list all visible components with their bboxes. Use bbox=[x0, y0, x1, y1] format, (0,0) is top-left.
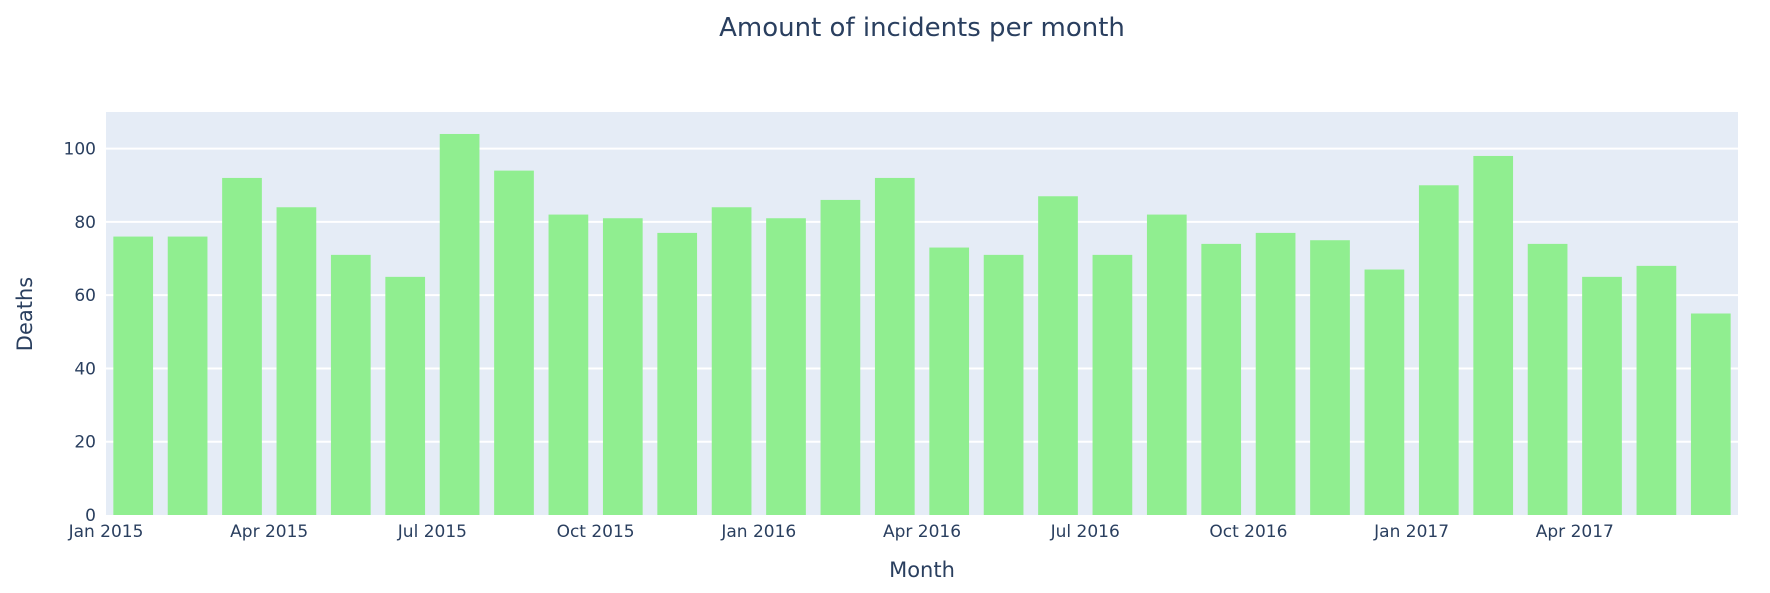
bar-2015-01 bbox=[113, 236, 154, 515]
bar-2016-05 bbox=[983, 254, 1024, 515]
bar-2016-04 bbox=[929, 247, 970, 515]
bar-2015-04 bbox=[276, 207, 317, 515]
bar-2017-04 bbox=[1582, 276, 1622, 515]
y-tick-label: 60 bbox=[74, 286, 96, 306]
x-tick-label: Jul 2016 bbox=[1050, 522, 1120, 542]
bar-2017-02 bbox=[1473, 155, 1514, 516]
bar-2015-11 bbox=[657, 232, 698, 515]
plot-area bbox=[106, 112, 1738, 515]
x-tick-label: Jul 2015 bbox=[397, 522, 467, 542]
x-tick-label: Oct 2016 bbox=[1209, 522, 1287, 542]
bar-2017-06 bbox=[1690, 313, 1731, 515]
bar-2015-07 bbox=[439, 133, 480, 515]
bar-2016-07 bbox=[1092, 254, 1133, 515]
bar-2016-11 bbox=[1310, 240, 1350, 515]
bar-2016-03 bbox=[874, 177, 915, 516]
y-tick-labels: 0 20 40 60 80 100 bbox=[64, 140, 96, 526]
x-axis-title: Month bbox=[889, 558, 955, 582]
bar-2015-12 bbox=[711, 207, 752, 515]
bar-2016-10 bbox=[1255, 232, 1296, 515]
bar-2015-05 bbox=[330, 254, 371, 515]
bar-2016-02 bbox=[820, 199, 861, 515]
bar-2017-05 bbox=[1636, 265, 1677, 515]
chart-title: Amount of incidents per month bbox=[719, 13, 1125, 43]
y-tick-label: 100 bbox=[64, 140, 96, 160]
bar-2015-10 bbox=[602, 218, 643, 515]
bar-2015-03 bbox=[222, 177, 262, 516]
bar-2016-01 bbox=[766, 218, 806, 515]
x-tick-label: Jan 2017 bbox=[1373, 522, 1449, 542]
bar-2015-06 bbox=[385, 276, 426, 515]
bar-2016-08 bbox=[1146, 214, 1187, 515]
x-tick-label: Apr 2016 bbox=[883, 522, 961, 542]
x-tick-label: Jan 2016 bbox=[720, 522, 796, 542]
x-tick-labels: Jan 2015 Apr 2015 Jul 2015 Oct 2015 Jan 2016… bbox=[68, 522, 1614, 542]
bar-2017-03 bbox=[1527, 243, 1568, 515]
bars bbox=[113, 133, 1731, 516]
gridlines bbox=[106, 147, 1738, 443]
y-tick-label: 0 bbox=[85, 506, 96, 526]
bar-2016-06 bbox=[1038, 196, 1078, 515]
x-tick-label: Jan 2015 bbox=[68, 522, 144, 542]
bar-2016-09 bbox=[1201, 243, 1242, 515]
y-tick-label: 20 bbox=[74, 433, 96, 453]
x-tick-label: Apr 2017 bbox=[1536, 522, 1614, 542]
x-tick-label: Oct 2015 bbox=[557, 522, 635, 542]
bar-2015-09 bbox=[548, 214, 589, 515]
x-tick-label: Apr 2015 bbox=[230, 522, 308, 542]
bar-2016-12 bbox=[1364, 269, 1405, 515]
bar-2017-01 bbox=[1418, 185, 1459, 516]
y-tick-label: 40 bbox=[74, 359, 96, 379]
bar-2015-08 bbox=[494, 170, 534, 516]
y-tick-label: 80 bbox=[74, 213, 96, 233]
y-axis-title: Deaths bbox=[13, 277, 37, 351]
bar-2015-02 bbox=[167, 236, 208, 515]
